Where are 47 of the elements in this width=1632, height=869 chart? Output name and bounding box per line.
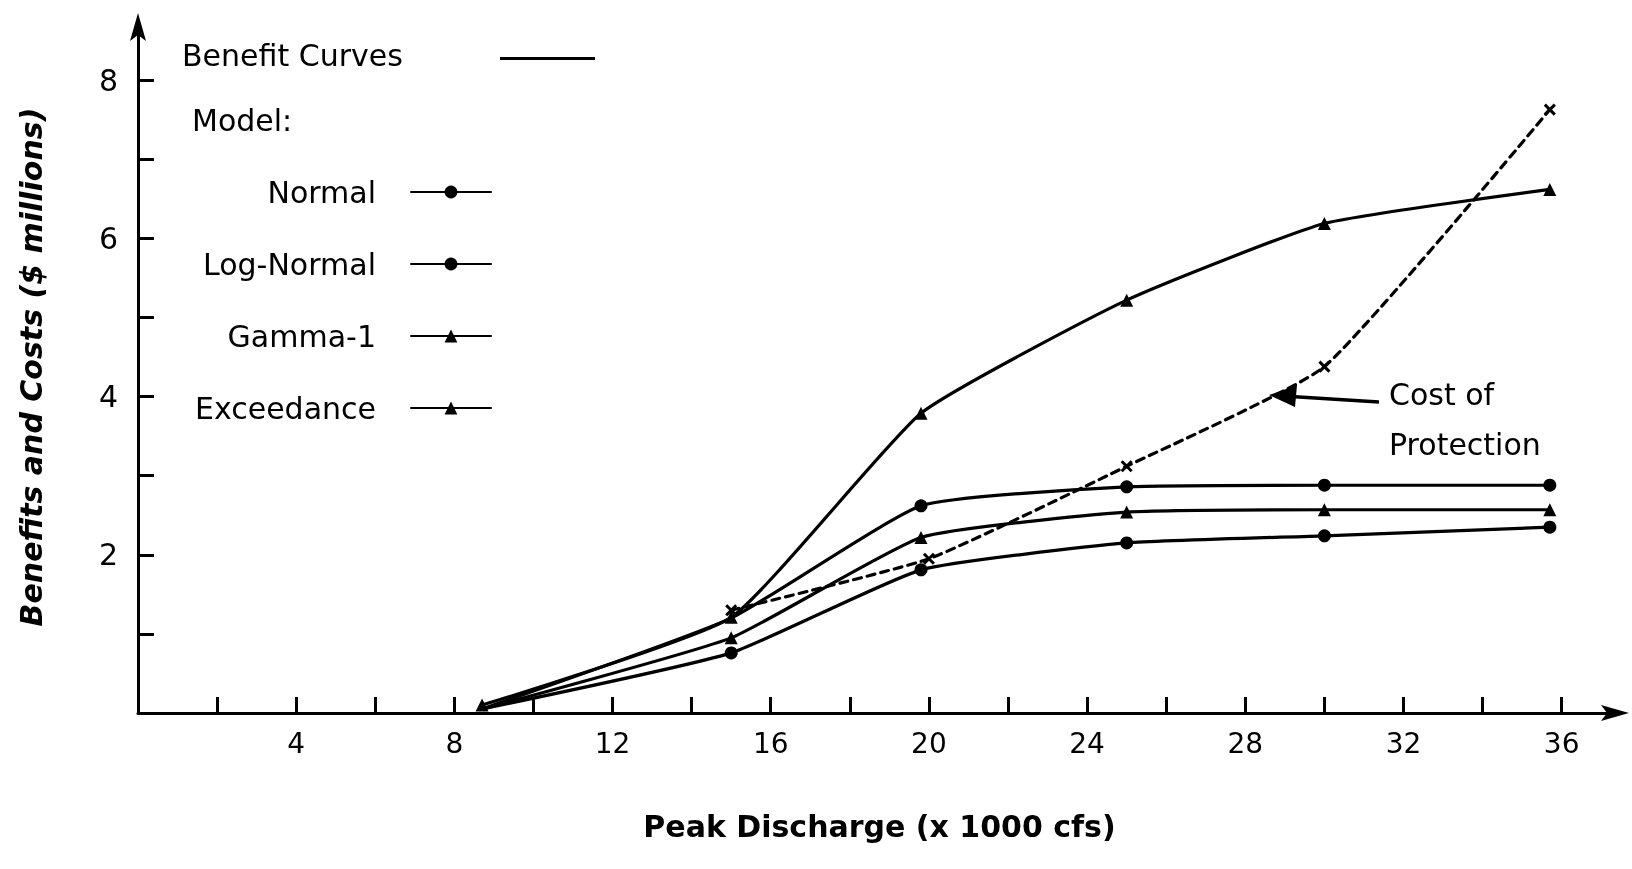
y-tick-label: 2	[98, 537, 118, 573]
point	[724, 646, 738, 660]
x-axis-title: Peak Discharge (x 1000 cfs)	[643, 808, 1116, 844]
y-tick-label: 4	[98, 379, 118, 415]
point	[1120, 293, 1134, 307]
point	[724, 610, 738, 624]
point	[1543, 478, 1557, 492]
point	[475, 698, 489, 712]
x-tick-label: 24	[1069, 726, 1105, 760]
point	[1120, 480, 1134, 494]
x-tick-label: 16	[752, 726, 789, 760]
legend-label: Gamma-1	[227, 318, 376, 354]
point	[914, 530, 928, 544]
point	[1543, 182, 1557, 196]
legend-label: Normal	[267, 174, 376, 210]
point	[1317, 529, 1331, 543]
x-tick-label: 12	[594, 726, 631, 760]
point	[1317, 478, 1331, 492]
point	[922, 552, 936, 566]
x-tick-label: 8	[445, 726, 464, 760]
legend-label: Log-Normal	[203, 246, 376, 282]
point	[1317, 216, 1331, 230]
x-tick-label: 20	[911, 726, 947, 760]
point	[724, 631, 738, 645]
point	[1317, 360, 1331, 374]
x-tick-label: 36	[1543, 726, 1580, 760]
point	[914, 563, 928, 577]
x-tick-label: 4	[287, 726, 306, 760]
legend-label: Exceedance	[195, 390, 376, 426]
point	[1543, 103, 1557, 117]
x-tick-label: 28	[1227, 726, 1264, 760]
annotation: Cost of Protection	[1389, 377, 1541, 463]
point	[914, 499, 928, 513]
point	[1317, 503, 1331, 517]
y-axis-title: Benefits and Costs ($ millions)	[13, 107, 49, 627]
y-tick-label: 6	[98, 220, 118, 256]
point	[1543, 503, 1557, 517]
point	[1120, 505, 1134, 519]
point	[1120, 536, 1134, 550]
legend-title: Model:	[192, 102, 293, 138]
point	[1120, 459, 1134, 473]
x-tick-label: 32	[1385, 726, 1422, 760]
point	[914, 406, 928, 420]
annotation: Benefit Curves	[182, 37, 403, 73]
point	[724, 603, 738, 617]
y-tick-label: 8	[98, 62, 118, 98]
point	[1543, 520, 1557, 534]
